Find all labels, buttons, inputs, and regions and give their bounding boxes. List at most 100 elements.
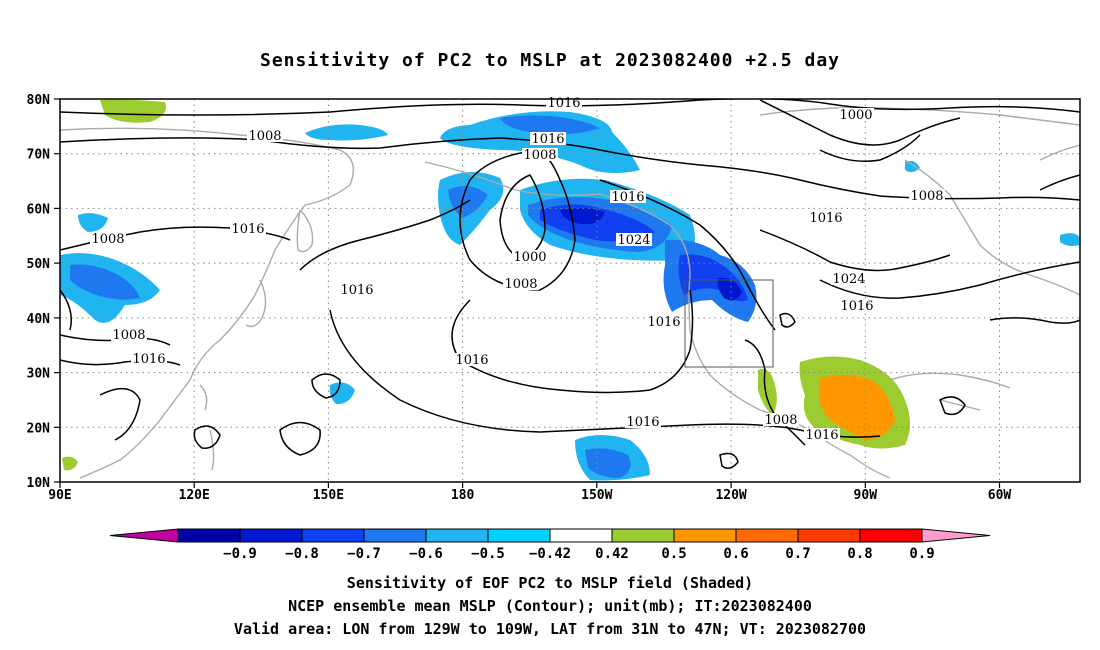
footer-line-shading: Sensitivity of EOF PC2 to MSLP field (Sh… [346,574,754,592]
colorbar-tick-label: 0.7 [785,546,810,562]
colorbar-tick-label: 0.42 [595,546,629,562]
contour-label-bg [646,315,682,328]
contour-label: 1016 [805,428,838,443]
contour-label: 1008 [112,328,145,343]
colorbar-tick-label: −0.5 [471,546,505,562]
contour-label-bg [522,148,558,161]
contour-label: 1016 [626,415,659,430]
contour-label-bg [454,353,490,366]
contour-label: 1016 [611,190,644,205]
contour-label-bg [230,222,266,235]
contour-label-bg [625,415,661,428]
lat-label-70n: 70N [27,148,51,163]
valid-area-box [684,279,774,368]
contour-label-bg [763,413,799,426]
contour-label-bg [247,129,283,142]
lat-label-20n: 20N [27,421,51,436]
contour-label-bg [909,189,945,202]
colorbar-tick-label: −0.8 [285,546,319,562]
contour-label: 1008 [523,148,556,163]
lon-label-150e: 150E [313,488,344,503]
colorbar-swatch [611,528,675,543]
colorbar-swatch [363,528,427,543]
contour-label-bg [339,283,375,296]
colorbar-labels: −0.9 −0.8 −0.7 −0.6 −0.5 −0.42 0.42 0.5 0.6 0.7 0.… [223,546,935,562]
lat-lon-grid [60,99,1080,482]
footer-line-valid-area: Valid area: LON from 129W to 109W, LAT f… [233,620,867,638]
colorbar-tick-label: −0.7 [347,546,381,562]
contour-label: 1024 [832,272,865,287]
lat-label-30n: 30N [27,367,51,382]
lon-label-60w: 60W [988,488,1012,503]
colorbar-swatch [425,528,489,543]
contour-label-bg [804,428,840,441]
coastlines [60,106,1080,479]
contour-label-bg [838,108,874,121]
contour-label: 1016 [455,353,488,368]
contour-label: 1016 [340,283,373,298]
lat-label-80n: 80N [27,93,51,108]
colorbar-swatch [549,528,613,543]
map-title: Sensitivity of PC2 to MSLP at 2023082400… [259,50,840,71]
colorbar-swatch [301,528,365,543]
contour-label: 1000 [839,108,872,123]
contour-label: 1016 [647,315,680,330]
colorbar-swatch [177,528,241,543]
colorbar-tick-label: 0.5 [661,546,686,562]
colorbar-swatch [859,528,923,543]
contour-label-bg [616,233,652,246]
contour-label: 1008 [910,189,943,204]
colorbar-tick-label: 0.9 [909,546,934,562]
lat-label-50n: 50N [27,257,51,272]
colorbar-swatch [735,528,799,543]
plot-frame [59,98,1081,483]
contour-label: 1008 [91,232,124,247]
lon-label-120w: 120W [715,488,746,503]
contour-label: 1016 [531,132,564,147]
colorbar-swatch [239,528,303,543]
colorbar-tick-label: 0.6 [723,546,748,562]
tick-marks [54,98,1001,488]
contour-label: 1016 [132,352,165,367]
colorbar-low-extend [109,528,179,543]
colorbar-tick-label: −0.42 [529,546,571,562]
latitude-labels: 80N 70N 60N 50N 40N 30N 20N 10N [27,93,51,491]
lon-label-90w: 90W [854,488,878,503]
contour-label-bg [90,232,126,245]
contour-label-bg [808,211,844,224]
colorbar-high-extend [921,528,991,543]
colorbar-tick-label: −0.9 [223,546,257,562]
lat-label-40n: 40N [27,312,51,327]
colorbar-tick-label: −0.6 [409,546,443,562]
contour-label-bg [839,299,875,312]
shaded-sensitivity-layer [60,99,1080,481]
contour-label-bg [610,190,646,203]
colorbar-swatch [487,528,551,543]
lon-label-150w: 150W [581,488,612,503]
contour-label: 1024 [617,233,650,248]
contour-label: 1016 [840,299,873,314]
contour-label: 1016 [231,222,264,237]
contour-label-bg [111,328,147,341]
lat-label-60n: 60N [27,202,51,217]
contour-label-bg [831,272,867,285]
contour-label: 1008 [248,129,281,144]
colorbar-swatch [797,528,861,543]
contour-label-bg [131,352,167,365]
lon-label-120e: 120E [179,488,210,503]
mslp-contours [60,99,1080,469]
colorbar-tick-label: 0.8 [847,546,872,562]
lat-label-10n: 10N [27,476,51,491]
colorbar-swatch [673,528,737,543]
footer-line-contour: NCEP ensemble mean MSLP (Contour); unit(… [288,597,812,615]
contour-label-bg [512,250,548,263]
contour-label: 1008 [764,413,797,428]
longitude-labels: 90E 120E 150E 180 150W 120W 90W 60W [48,488,1011,503]
contour-label-bg [530,132,566,145]
lon-label-90e: 90E [48,488,71,503]
contour-label-bg [503,277,539,290]
lon-label-180: 180 [451,488,475,503]
colorbar [109,528,991,543]
